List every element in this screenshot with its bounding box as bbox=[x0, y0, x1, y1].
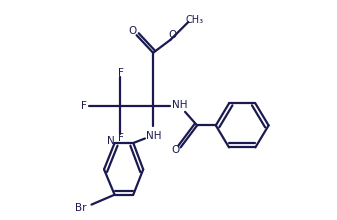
Text: O: O bbox=[172, 145, 180, 155]
Text: NH: NH bbox=[147, 131, 162, 141]
Text: O: O bbox=[128, 26, 136, 36]
Text: F: F bbox=[81, 101, 87, 111]
Text: N: N bbox=[107, 136, 115, 146]
Text: NH: NH bbox=[172, 99, 188, 110]
Text: Br: Br bbox=[75, 203, 86, 213]
Text: F: F bbox=[118, 68, 124, 78]
Text: O: O bbox=[168, 30, 177, 40]
Text: F: F bbox=[118, 133, 124, 143]
Text: CH₃: CH₃ bbox=[186, 15, 204, 25]
